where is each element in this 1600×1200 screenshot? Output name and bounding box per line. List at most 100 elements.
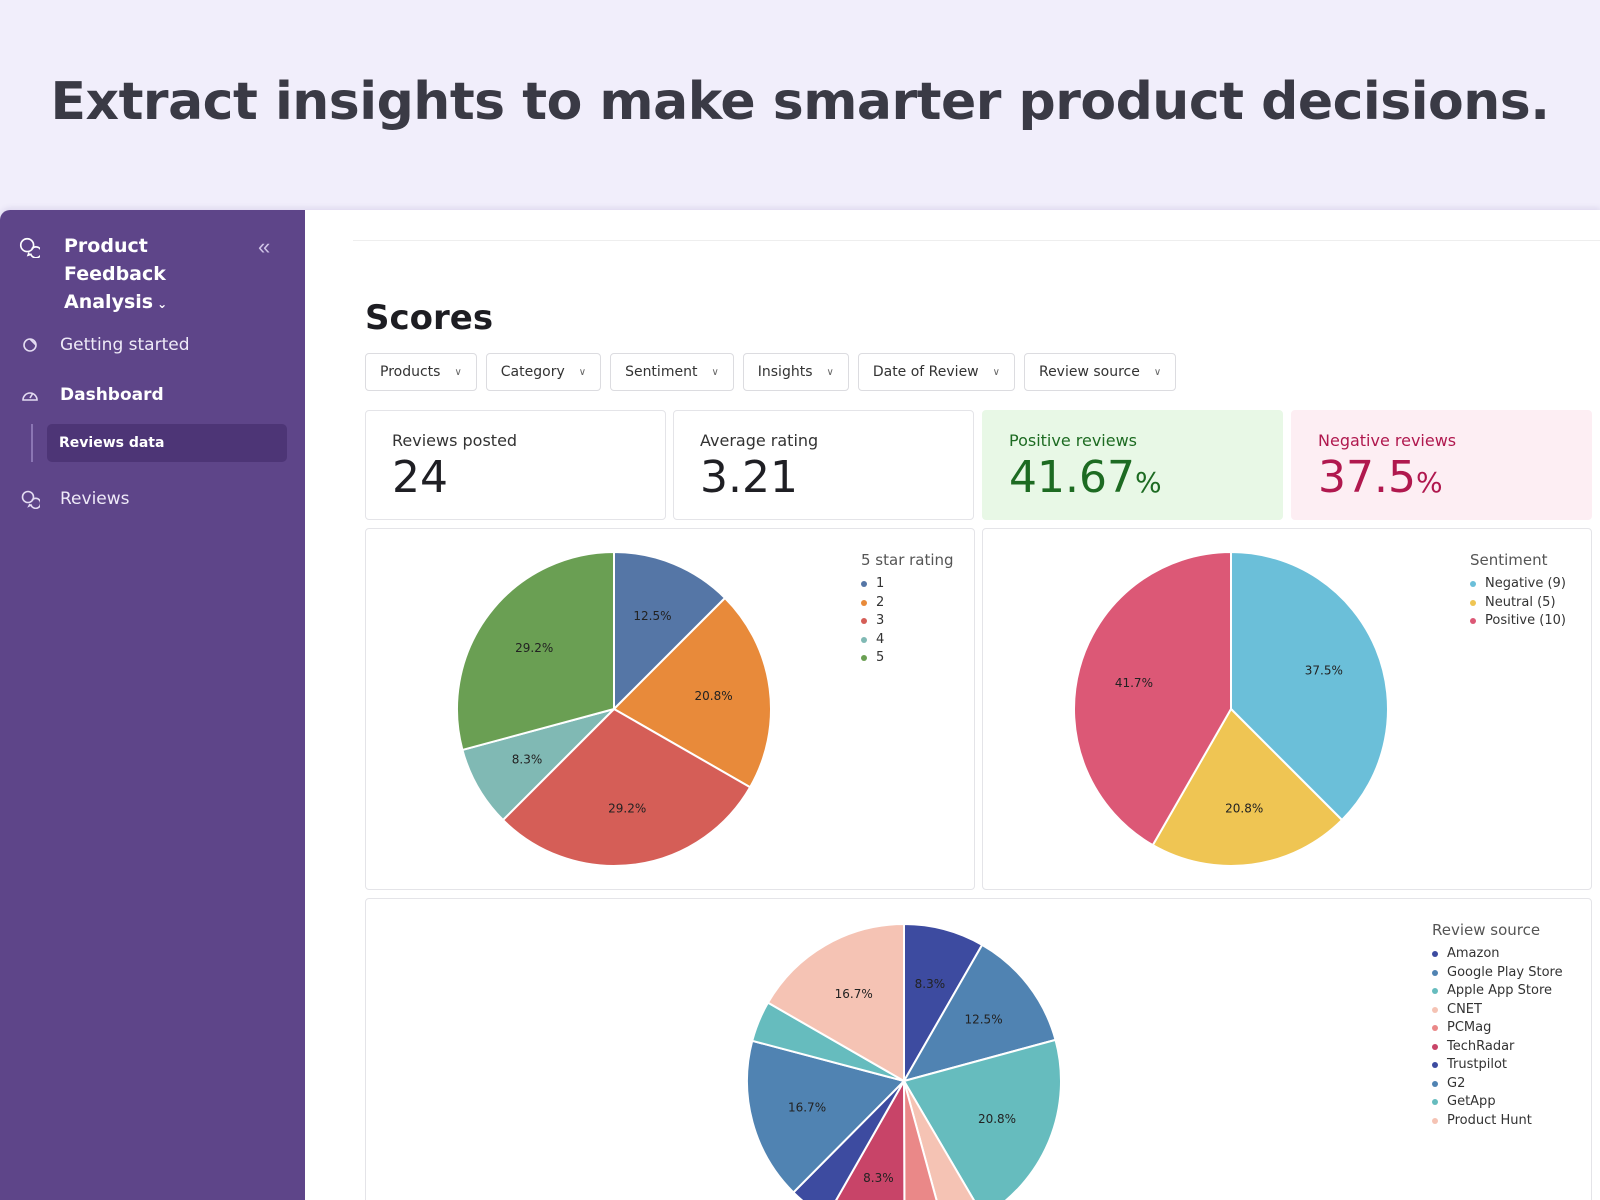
- filter-label: Review source: [1038, 364, 1140, 380]
- legend-label: TechRadar: [1447, 1038, 1515, 1054]
- slice-data-label: 16.7%: [835, 987, 873, 1001]
- filter-date-of-review[interactable]: Date of Review ∨: [857, 353, 1015, 391]
- legend-item[interactable]: TechRadar: [1432, 1038, 1563, 1057]
- legend-item[interactable]: PCMag: [1432, 1019, 1563, 1038]
- filter-label: Date of Review: [872, 364, 979, 380]
- stat-reviews-posted: Reviews posted 24: [365, 410, 666, 520]
- pie-slice-7[interactable]: [746, 1039, 906, 1194]
- legend-item[interactable]: 1: [861, 575, 954, 594]
- gauge-icon: [22, 392, 38, 401]
- legend-title: Review source: [1432, 921, 1541, 939]
- legend-item[interactable]: G2: [1432, 1075, 1563, 1094]
- app-title-line2: Analysis: [64, 291, 154, 313]
- filter-review-source[interactable]: Review source ∨: [1023, 353, 1177, 391]
- legend-label: Amazon: [1447, 946, 1500, 961]
- legend-item[interactable]: 4: [861, 631, 954, 650]
- legend-item[interactable]: 5: [861, 649, 954, 668]
- pie-chart-star-rating: 12.5% 20.8% 29.2% 8.3% 29.2%: [456, 550, 772, 867]
- chevron-down-icon: ∨: [826, 366, 834, 378]
- legend-swatch: [1432, 1099, 1438, 1106]
- pie-slice-0[interactable]: [613, 550, 727, 712]
- sidebar-item-label: Getting started: [60, 335, 190, 355]
- chevron-down-icon: ∨: [711, 366, 719, 378]
- pie-chart-review-source: 8.3% 12.5% 20.8% 8.3% 16.7% 16.7%: [746, 922, 1062, 1200]
- pie-slice-1[interactable]: [1151, 707, 1344, 867]
- legend-swatch: [1432, 1006, 1438, 1013]
- slice-data-label: 20.8%: [1225, 802, 1263, 816]
- legend-swatch: [1432, 1062, 1438, 1069]
- legend-item[interactable]: Product Hunt: [1432, 1112, 1563, 1131]
- sidebar-item-reviews[interactable]: Reviews: [0, 474, 305, 524]
- filter-label: Category: [500, 364, 565, 380]
- legend-swatch: [1432, 1117, 1438, 1124]
- legend-swatch: [1432, 1080, 1438, 1087]
- filter-products[interactable]: Products ∨: [365, 353, 477, 391]
- legend-swatch: [861, 655, 867, 662]
- sidebar-item-reviews-data[interactable]: Reviews data: [47, 424, 287, 462]
- chart-legend: Sentiment Negative (9) Neutral (5) Positive…: [1470, 551, 1566, 631]
- filter-label: Insights: [757, 364, 813, 380]
- slice-data-label: 12.5%: [964, 1013, 1002, 1027]
- legend-item[interactable]: 2: [861, 594, 954, 613]
- legend-label: 4: [876, 631, 885, 647]
- chat-bubbles-icon: [21, 490, 40, 509]
- filter-label: Sentiment: [625, 364, 698, 380]
- legend-swatch: [1470, 618, 1476, 625]
- sidebar-item-dashboard[interactable]: Dashboard: [0, 370, 305, 420]
- app-switcher[interactable]: Product Feedback Analysis ⌄: [64, 232, 254, 318]
- pie-slice-1[interactable]: [612, 596, 772, 789]
- stat-value: 3.21: [700, 452, 947, 503]
- pie-slice-2[interactable]: [902, 1038, 1062, 1200]
- header-divider: [353, 240, 1600, 241]
- slice-data-label: 20.8%: [695, 689, 733, 703]
- legend-item[interactable]: Negative (9): [1470, 575, 1566, 594]
- legend-item[interactable]: Neutral (5): [1470, 594, 1566, 613]
- legend-label: Google Play Store: [1447, 964, 1563, 980]
- legend-item[interactable]: Amazon: [1432, 945, 1563, 964]
- pie-slice-3[interactable]: [903, 1080, 983, 1200]
- stat-label: Average rating: [700, 431, 819, 450]
- sidebar-item-label: Dashboard: [60, 385, 164, 405]
- app-title-line1: Product Feedback: [64, 235, 166, 285]
- legend-label: 1: [876, 576, 885, 591]
- legend-title: Sentiment: [1470, 551, 1548, 569]
- legend-item[interactable]: Trustpilot: [1432, 1056, 1563, 1075]
- pie-slice-1[interactable]: [901, 943, 1057, 1083]
- marketing-headline: Extract insights to make smarter product…: [50, 72, 1550, 132]
- stat-value: 24: [392, 452, 639, 503]
- legend-item[interactable]: 3: [861, 612, 954, 631]
- legend-swatch: [1432, 1043, 1438, 1050]
- legend-item[interactable]: Google Play Store: [1432, 964, 1563, 983]
- chevron-down-icon: ∨: [1153, 366, 1162, 378]
- app-window: Product Feedback Analysis ⌄ « Getting sta…: [0, 210, 1600, 1200]
- legend-item[interactable]: Apple App Store: [1432, 982, 1563, 1001]
- legend-swatch: [861, 618, 867, 625]
- legend-item[interactable]: Positive (10): [1470, 612, 1566, 631]
- pie-slice-9[interactable]: [766, 922, 905, 1083]
- filter-insights[interactable]: Insights ∨: [742, 353, 849, 391]
- dashboard-subnav: Reviews data: [0, 420, 305, 468]
- filter-sentiment[interactable]: Sentiment ∨: [610, 353, 734, 391]
- pie-slice-0[interactable]: [1230, 550, 1389, 822]
- sidebar-item-getting-started[interactable]: Getting started: [0, 320, 305, 370]
- sidebar-item-label: Reviews: [60, 489, 130, 509]
- sidebar-nav: Getting started Dashboard Reviews data R…: [0, 320, 305, 524]
- rocket-icon: [23, 338, 37, 352]
- legend-item[interactable]: CNET: [1432, 1001, 1563, 1020]
- legend-swatch: [1432, 951, 1438, 958]
- filter-category[interactable]: Category ∨: [485, 353, 602, 391]
- subnav-divider: [31, 424, 33, 462]
- stat-number: 37.5: [1318, 452, 1416, 503]
- pie-slice-2[interactable]: [501, 707, 752, 867]
- legend-item[interactable]: GetApp: [1432, 1093, 1563, 1112]
- pie-slice-4[interactable]: [456, 550, 615, 752]
- slice-data-label: 41.7%: [1115, 676, 1153, 690]
- filter-bar: Products ∨ Category ∨ Sentiment ∨ Insights ∨…: [365, 353, 1177, 391]
- chevron-down-icon: ∨: [992, 366, 1000, 378]
- legend-swatch: [861, 581, 867, 588]
- pie-slice-4[interactable]: [903, 1080, 945, 1200]
- collapse-sidebar-button[interactable]: «: [258, 234, 271, 259]
- stat-label: Positive reviews: [1009, 431, 1138, 450]
- chart-legend: 5 star rating 1 2 3 4 5: [861, 551, 954, 668]
- pie-slice-2[interactable]: [1073, 550, 1232, 847]
